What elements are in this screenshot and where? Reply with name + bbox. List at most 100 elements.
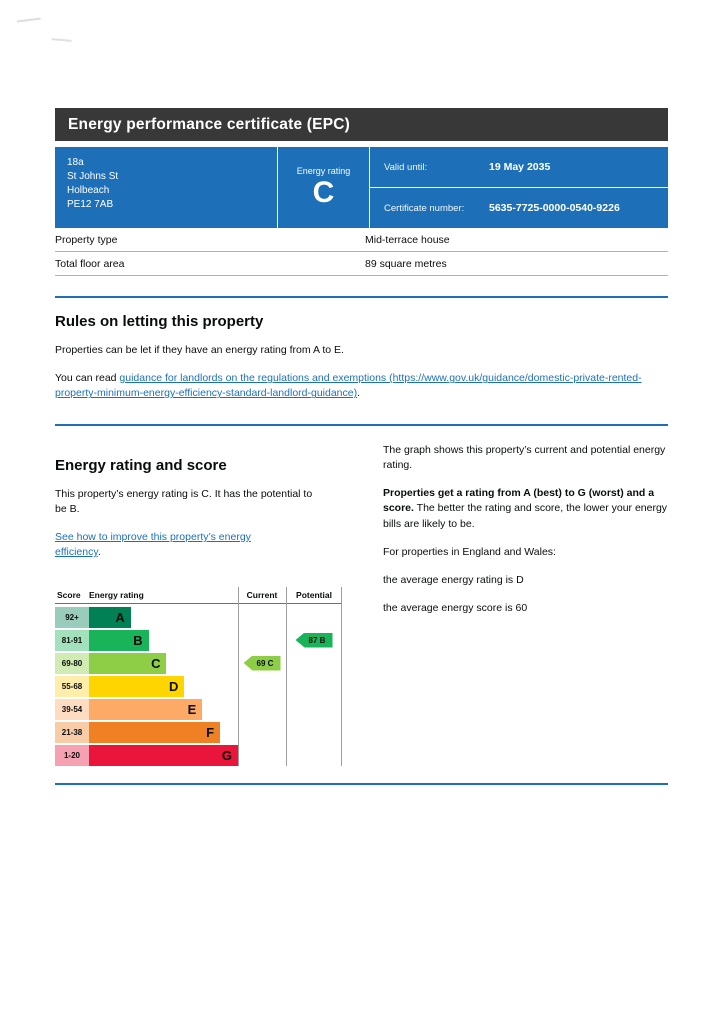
band-bar-f: F [89,721,221,743]
potential-marker-cell [286,699,342,720]
scan-artifact [51,29,73,42]
england-wales-intro: For properties in England and Wales: [383,545,556,558]
graph-explainer: The graph shows this property’s current … [383,443,666,471]
epc-band-row: 81-91 B 87 B [55,629,342,651]
current-column-header: Current [246,589,278,600]
certificate-number-value: 5635-7725-0000-0540-9226 [489,202,620,214]
certificate-number-label: Certificate number: [384,202,465,214]
band-score-range: 21-38 [55,721,89,743]
current-marker-cell: 69 C [238,653,286,674]
improve-paragraph: See how to improve this property’s energ… [55,530,295,560]
epc-band-row: 92+ A [55,606,342,628]
property-type-row: Property type Mid-terrace house [55,228,668,252]
potential-marker-cell: 87 B [286,630,342,651]
section-divider [55,782,668,785]
guidance-text-suffix: . [357,387,361,400]
guidance-text-prefix: You can read [55,372,120,385]
floor-area-row: Total floor area 89 square metres [55,252,668,276]
band-bar-area: G [89,744,238,766]
potential-marker-cell [286,722,342,743]
potential-marker-cell [286,745,342,766]
current-marker-cell [238,699,286,720]
chart-column-divider [341,586,342,766]
energy-rating-label: Energy rating [296,166,351,176]
band-bar-g: G [89,744,238,766]
band-score-range: 92+ [55,606,89,628]
energy-rating-value: C [312,176,335,209]
band-bar-area: E [89,698,238,720]
address-line: 18a [67,157,84,168]
valid-until-row: Valid until: 19 May 2035 [370,147,668,187]
rating-heading: Energy rating and score [55,456,227,474]
epc-band-row: 1-20 G [55,744,342,766]
band-bar-c: C [89,652,167,674]
floor-area-label: Total floor area [55,257,125,270]
rules-paragraph: Properties can be let if they have an en… [55,344,344,356]
rating-column-header: Energy rating [89,589,144,600]
chart-column-divider [286,586,287,766]
improve-efficiency-link[interactable]: See how to improve this property’s energ… [55,531,251,559]
epc-band-rows: 92+ A 81-91 B 87 B 69-80 C 69 C 55-68 D 39-54 E 21-3… [55,606,342,766]
address-line: Holbeach [67,185,110,196]
band-score-range: 39-54 [55,698,89,720]
property-type-value: Mid-terrace house [365,233,450,246]
rating-left-column: Energy rating and score This property’s … [55,442,355,768]
band-bar-area: F [89,721,238,743]
potential-marker-cell [286,607,342,628]
band-bar-area: D [89,675,238,697]
energy-rating-box: Energy rating C [277,147,369,228]
rules-heading: Rules on letting this property [55,313,264,330]
improve-suffix: . [97,546,101,559]
floor-area-value: 89 square metres [365,257,447,270]
band-bar-area: B [89,629,238,651]
valid-until-label: Valid until: [384,161,428,173]
band-score-range: 69-80 [55,652,89,674]
rating-explainer: Properties get a rating from A (best) to… [383,486,668,532]
band-score-range: 1-20 [55,744,89,766]
current-marker-cell [238,745,286,766]
chart-header-row: Score Energy rating Current Potential [55,587,342,604]
band-score-range: 55-68 [55,675,89,697]
address-line: St Johns St [67,171,119,182]
average-rating-line: the average energy rating is D [383,573,524,586]
guidance-paragraph: You can read guidance for landlords on t… [55,371,668,401]
rating-paragraph: This property’s energy rating is C. It h… [55,487,313,515]
current-marker-cell [238,630,286,651]
band-bar-a: A [89,606,131,628]
epc-band-row: 69-80 C 69 C [55,652,342,674]
section-divider [55,296,668,298]
average-score-line: the average energy score is 60 [383,602,528,615]
rating-explainer-bold: Properties get a rating from A (best) to… [383,487,655,515]
current-marker-cell [238,676,286,697]
epc-band-row: 55-68 D [55,675,342,697]
landlord-guidance-link[interactable]: guidance for landlords on the regulation… [55,372,642,400]
current-marker-cell [238,607,286,628]
valid-until-value: 19 May 2035 [489,161,551,173]
section-divider [55,423,668,426]
certificate-number-row: Certificate number: 5635-7725-0000-0540-… [370,187,668,228]
current-marker-cell [238,722,286,743]
current-rating-arrow: 69 C [243,655,281,671]
certificate-summary-box: 18a St Johns St Holbeach PE12 7AB Energy… [55,147,668,228]
property-address: 18a St Johns St Holbeach PE12 7AB [55,147,277,228]
potential-marker-cell [286,676,342,697]
certificate-details: Valid until: 19 May 2035 Certificate num… [369,147,668,228]
band-bar-area: A [89,606,238,628]
chart-column-divider [238,586,239,766]
band-bar-area: C [89,652,238,674]
band-score-range: 81-91 [55,629,89,651]
epc-band-row: 39-54 E [55,698,342,720]
scan-artifact [16,17,42,28]
band-bar-b: B [89,629,149,651]
rating-right-column: The graph shows this property’s current … [355,442,668,768]
band-bar-e: E [89,698,203,720]
property-type-label: Property type [55,233,118,246]
rating-section: Energy rating and score This property’s … [55,442,668,768]
potential-column-header: Potential [296,589,332,600]
epc-band-row: 21-38 F [55,721,342,743]
epc-document: Energy performance certificate (EPC) 18a… [55,108,668,785]
band-bar-d: D [89,675,185,697]
address-line: PE12 7AB [67,199,114,210]
page-title: Energy performance certificate (EPC) [55,108,668,141]
potential-marker-cell [286,653,342,674]
